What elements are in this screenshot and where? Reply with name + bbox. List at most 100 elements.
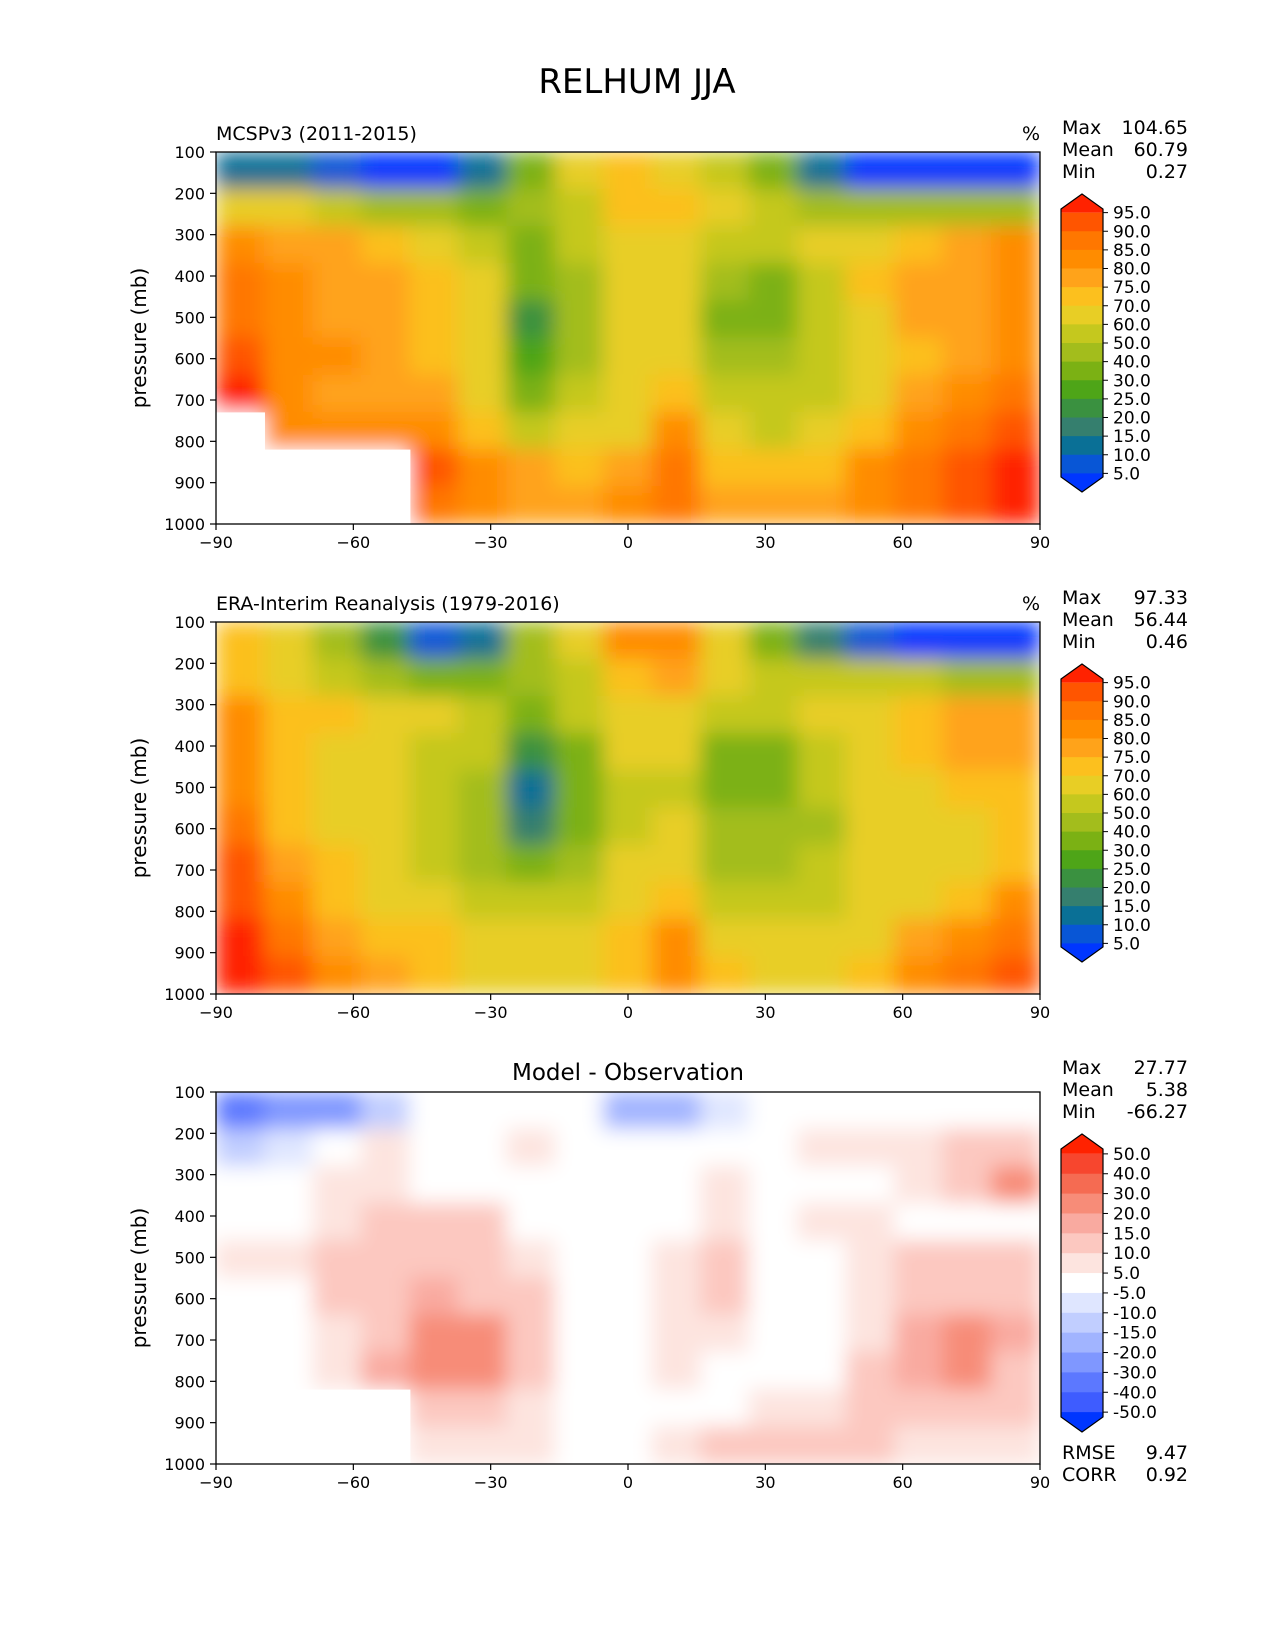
y-tick-label: 1000 (164, 515, 205, 534)
cell (409, 695, 459, 735)
cell (216, 300, 265, 339)
cell (554, 1240, 605, 1279)
cell (942, 1389, 993, 1428)
cell (651, 486, 702, 524)
cell (991, 1092, 1040, 1130)
cell (748, 374, 799, 413)
cell (845, 1426, 896, 1464)
cell (991, 1240, 1040, 1279)
cell (894, 411, 944, 451)
cell (797, 1240, 847, 1279)
cell (894, 1128, 944, 1167)
y-tick-label: 200 (174, 184, 205, 203)
cell (409, 411, 459, 451)
colorbar-label: 10.0 (1113, 1244, 1151, 1264)
y-tick-label: 700 (174, 861, 205, 880)
cell (263, 152, 314, 190)
cell (845, 1277, 896, 1316)
cell (457, 374, 508, 413)
cell (700, 622, 750, 660)
cell (506, 188, 556, 227)
cell (991, 411, 1040, 451)
colorbar-swatch (1061, 194, 1103, 213)
cell (312, 1240, 362, 1279)
cell (216, 152, 265, 190)
cell (894, 1240, 944, 1279)
colorbar-swatch (1061, 738, 1103, 758)
stat-value: 104.65 (1122, 117, 1188, 139)
cell (797, 1203, 847, 1242)
cell (506, 919, 556, 958)
cell (651, 1314, 702, 1353)
cell (603, 374, 653, 413)
cell (263, 374, 314, 413)
cell (942, 881, 993, 921)
cell (554, 411, 605, 451)
cell (700, 770, 750, 809)
stat-value: 5.38 (1146, 1079, 1188, 1101)
colorbar-swatch (1061, 268, 1103, 288)
colorbar-label: -50.0 (1113, 1403, 1157, 1423)
colorbar-swatch (1061, 775, 1103, 795)
missing-cell (216, 486, 265, 524)
cell (506, 1426, 556, 1464)
stat-value: 0.46 (1146, 631, 1188, 653)
missing-cell (216, 1426, 265, 1464)
y-tick-label: 500 (174, 778, 205, 797)
cell (894, 956, 944, 994)
cell (409, 486, 459, 524)
colorbar-label: 70.0 (1113, 767, 1151, 787)
cell (603, 807, 653, 846)
cell (457, 956, 508, 994)
cell (409, 622, 459, 660)
cell (457, 1165, 508, 1205)
cell (312, 152, 362, 190)
colorbar-label: 25.0 (1113, 390, 1151, 410)
panel-title: Model - Observation (512, 1060, 744, 1086)
cell (845, 1165, 896, 1205)
colorbar-swatch (1061, 1312, 1103, 1334)
x-tick-label: 90 (1030, 1003, 1050, 1022)
cell (554, 152, 605, 190)
units-label: % (1022, 593, 1040, 615)
cell (263, 695, 314, 735)
cell (506, 733, 556, 772)
cell (942, 486, 993, 524)
cell (651, 844, 702, 883)
cell (797, 449, 847, 488)
cell (312, 807, 362, 846)
colorbar-label: 40.0 (1113, 823, 1151, 843)
y-tick-label: 200 (174, 654, 205, 673)
colorbar-swatch (1061, 1372, 1103, 1393)
cell (700, 844, 750, 883)
cell (942, 1426, 993, 1464)
cell (263, 658, 314, 697)
cell (991, 956, 1040, 994)
cell (991, 1165, 1040, 1205)
cell (360, 622, 411, 660)
field-3 (216, 1092, 1040, 1464)
cell (603, 337, 653, 376)
cell (845, 1314, 896, 1353)
cell (554, 658, 605, 697)
cell (797, 374, 847, 413)
stat-label: Max (1062, 1057, 1101, 1079)
cell (700, 881, 750, 921)
cell (797, 263, 847, 302)
cell (216, 1277, 265, 1316)
cell (651, 1426, 702, 1464)
cell (216, 1092, 265, 1130)
stat-label: Max (1062, 117, 1101, 139)
cell (457, 1203, 508, 1242)
cell (894, 1389, 944, 1428)
cell (991, 1426, 1040, 1464)
stat-label: RMSE (1062, 1442, 1116, 1464)
cell (554, 188, 605, 227)
cell (894, 1092, 944, 1130)
cell (991, 807, 1040, 846)
x-tick-label: −60 (336, 1003, 370, 1022)
colorbar-label: 85.0 (1113, 711, 1151, 731)
cell (360, 1351, 411, 1391)
cell (506, 411, 556, 451)
colorbar-outline (1060, 1133, 1104, 1433)
